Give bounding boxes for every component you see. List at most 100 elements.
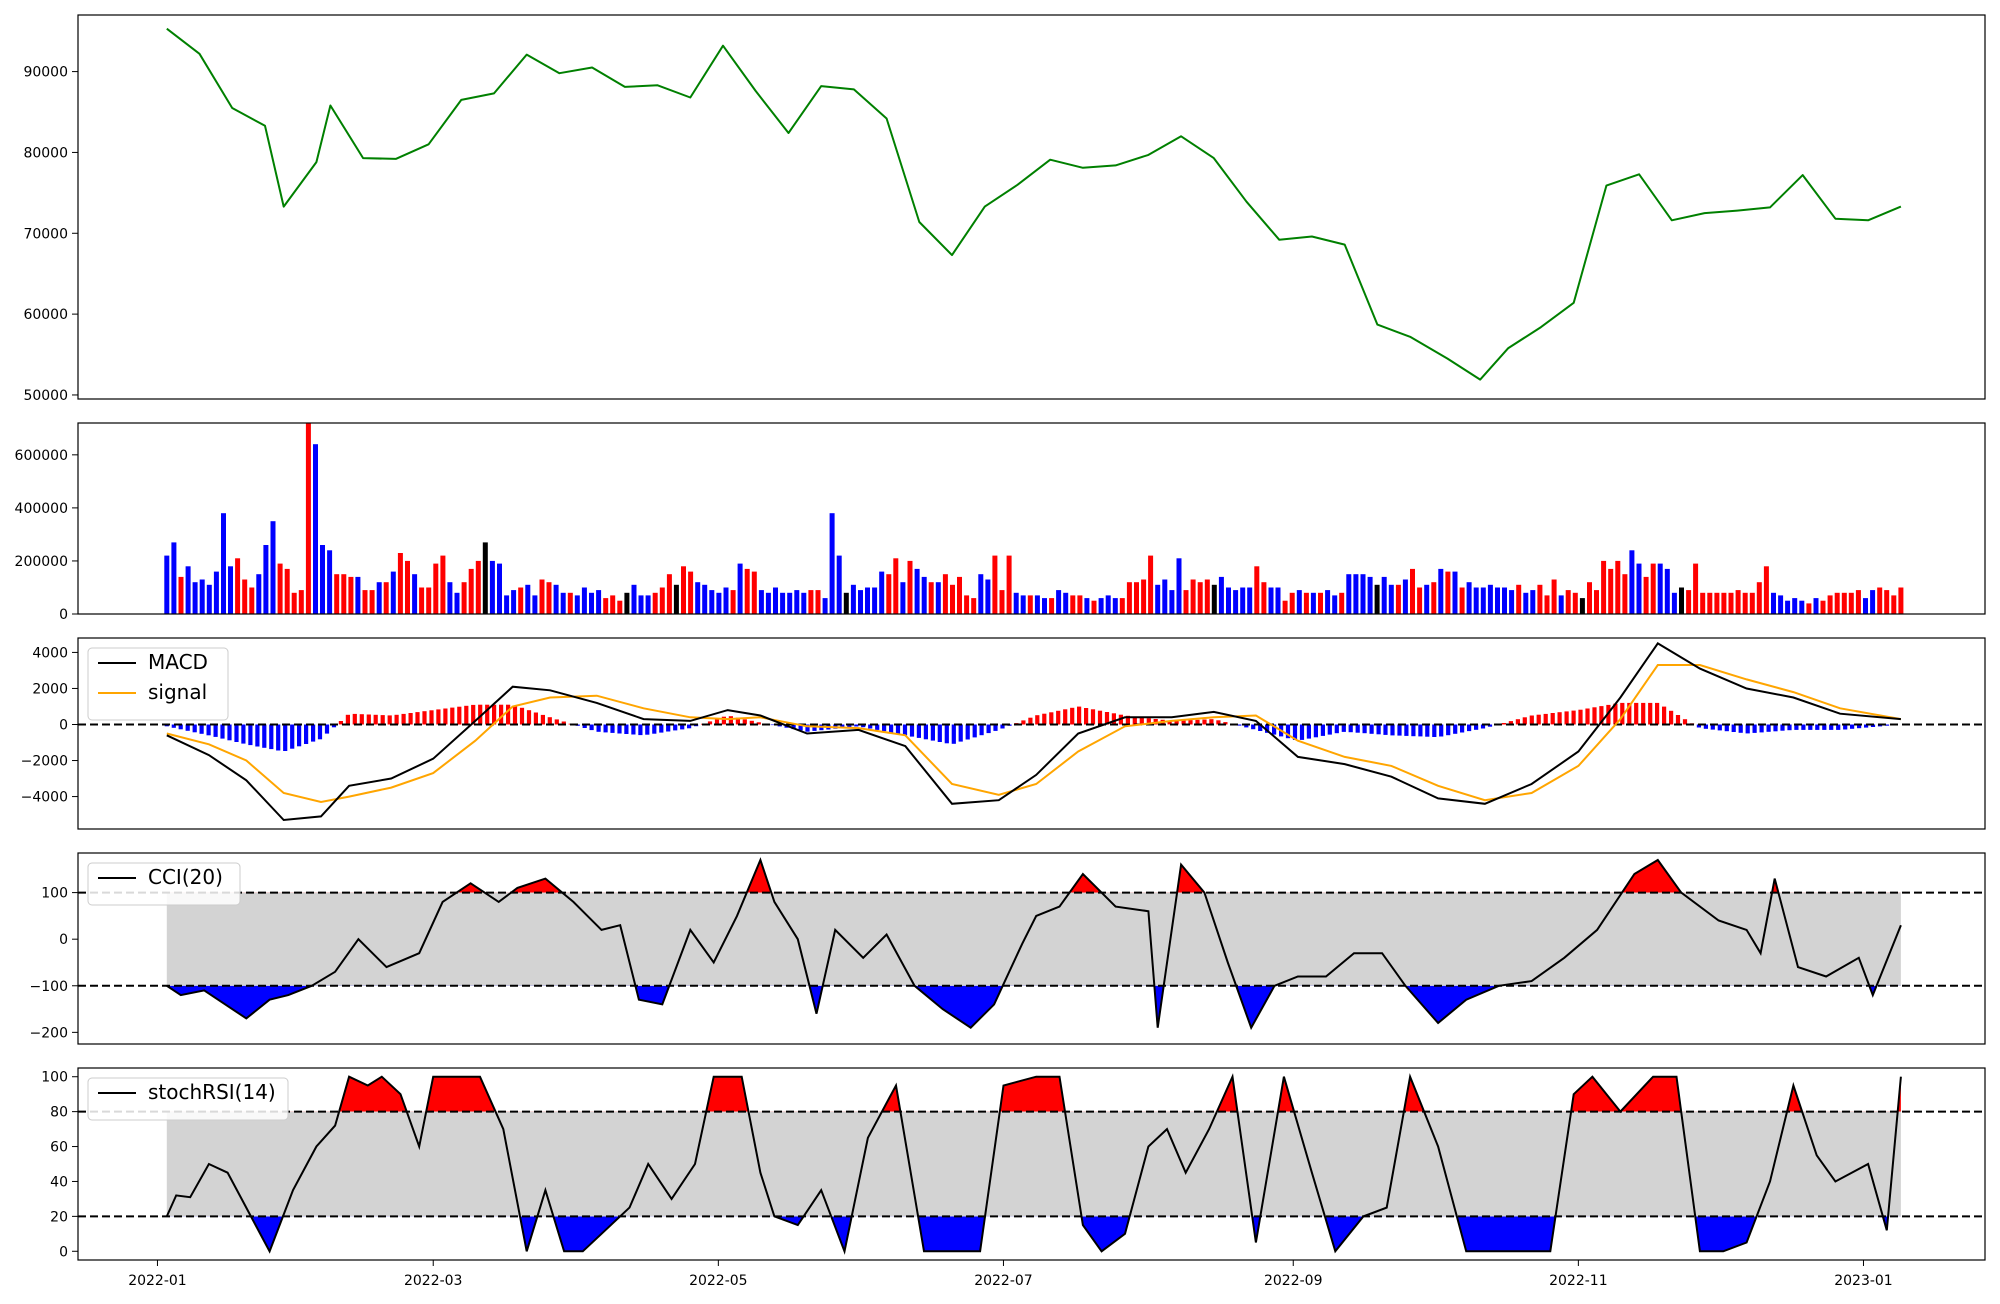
macd-histogram-bar [896, 725, 900, 734]
volume-bar [992, 556, 997, 614]
volume-bar [893, 558, 898, 614]
volume-bar [738, 564, 743, 614]
price-ytick-label: 70000 [23, 226, 68, 242]
signal-line [167, 665, 1901, 802]
cci-legend: CCI(20) [88, 863, 240, 905]
macd-histogram-bar [903, 725, 907, 736]
volume-bar [1651, 564, 1656, 614]
macd-histogram-bar [220, 725, 224, 739]
macd-histogram-bar [666, 725, 670, 732]
macd-histogram-bar [610, 725, 614, 733]
volume-bar [872, 588, 877, 615]
volume-bar [1254, 566, 1259, 614]
volume-bar [462, 582, 467, 614]
x-tick-label: 2022-09 [1264, 1273, 1323, 1289]
volume-bar [929, 582, 934, 614]
macd-histogram-bar [1098, 711, 1102, 725]
volume-bar [1580, 598, 1585, 614]
macd-axes-frame [78, 638, 1985, 829]
volume-bar [1806, 603, 1811, 614]
macd-histogram-bar [214, 725, 218, 737]
macd-histogram-bar [1460, 725, 1464, 733]
volume-bar [639, 595, 644, 614]
volume-bar [1276, 588, 1281, 615]
volume-bar [511, 590, 516, 614]
macd-histogram-bar [597, 725, 601, 732]
volume-bar [518, 588, 523, 615]
volume-bar [440, 556, 445, 614]
volume-bar [398, 553, 403, 614]
macd-histogram-bar [924, 725, 928, 740]
macd-histogram-bar [193, 725, 197, 733]
volume-bar [256, 574, 261, 614]
macd-histogram-bar [1725, 725, 1729, 732]
volume-bar [1516, 585, 1521, 614]
macd-histogram-bar [367, 715, 371, 725]
volume-bar [271, 521, 276, 614]
volume-bar [179, 577, 184, 614]
volume-bar [709, 590, 714, 614]
macd-histogram-bar [1634, 703, 1638, 725]
stochrsi-ytick-label: 20 [50, 1209, 68, 1225]
macd-ytick-label: −4000 [21, 790, 68, 806]
macd-histogram-bar [1530, 716, 1534, 725]
price-ytick-label: 60000 [23, 307, 68, 323]
volume-bar [1891, 595, 1896, 614]
macd-histogram-bar [1453, 725, 1457, 734]
volume-bar [844, 593, 849, 614]
volume-bar [1049, 598, 1054, 614]
volume-bar [1283, 601, 1288, 614]
volume-bar [794, 590, 799, 614]
macd-histogram-bar [1558, 712, 1562, 724]
volume-bar [1134, 582, 1139, 614]
volume-bar [978, 574, 983, 614]
macd-histogram-bar [1370, 725, 1374, 734]
volume-bar [1785, 601, 1790, 614]
volume-bar [1162, 580, 1167, 615]
volume-bar [886, 574, 891, 614]
volume-bar [1467, 582, 1472, 614]
volume-bar [348, 577, 353, 614]
volume-bar [1297, 590, 1302, 614]
price-ytick-label: 90000 [23, 65, 68, 81]
macd-histogram-bar [374, 715, 378, 725]
volume-axes-frame [78, 423, 1985, 614]
volume-bar [653, 593, 658, 614]
volume-bar [525, 585, 530, 614]
volume-bar [724, 588, 729, 615]
macd-histogram-bar [436, 709, 440, 724]
volume-bar [313, 444, 318, 614]
volume-bar [1792, 598, 1797, 614]
volume-bar [561, 593, 566, 614]
volume-bar [1587, 582, 1592, 614]
volume-bar [391, 572, 396, 614]
volume-ytick-label: 200000 [15, 554, 68, 570]
macd-histogram-bar [1572, 711, 1576, 725]
stochrsi-ytick-label: 40 [50, 1174, 68, 1190]
volume-bar [1842, 593, 1847, 614]
macd-ytick-label: 0 [59, 717, 68, 733]
volume-bar [370, 590, 375, 614]
volume-bar [1523, 593, 1528, 614]
macd-histogram-bar [325, 725, 329, 734]
volume-bar [1247, 588, 1252, 615]
volume-bar [1417, 588, 1422, 615]
volume-bar [900, 582, 905, 614]
volume-bar [830, 513, 835, 614]
price-line [167, 29, 1901, 380]
volume-bar [1474, 588, 1479, 615]
macd-histogram-bar [255, 725, 259, 747]
macd-histogram-bar [1648, 703, 1652, 725]
macd-ytick-label: 4000 [32, 645, 68, 661]
volume-bar [292, 593, 297, 614]
volume-bar [532, 595, 537, 614]
x-tick-label: 2023-01 [1834, 1273, 1893, 1289]
macd-histogram-bar [1439, 725, 1443, 737]
macd-histogram-bar [506, 705, 510, 725]
volume-bar [1240, 588, 1245, 615]
volume-bar [936, 582, 941, 614]
volume-bar [646, 595, 651, 614]
